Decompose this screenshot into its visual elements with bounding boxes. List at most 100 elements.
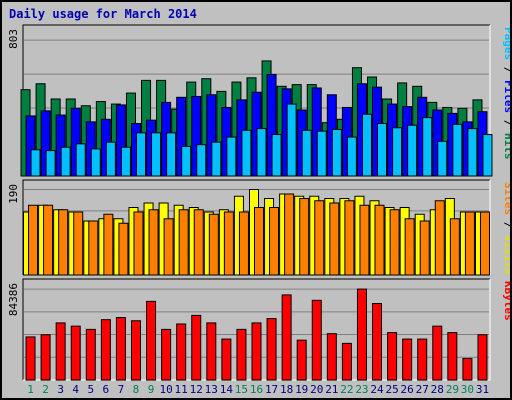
x-tick-day-11: 11 <box>175 383 188 396</box>
bar-sites-2 <box>43 204 54 276</box>
bar-pages-27 <box>422 117 433 177</box>
y-max-label-top: 803 <box>7 29 20 49</box>
x-tick-day-3: 3 <box>57 383 64 396</box>
bar-kbytes-14 <box>221 338 232 381</box>
legend-separator: / <box>502 60 510 80</box>
bar-sites-18 <box>284 193 295 276</box>
x-tick-day-9: 9 <box>148 383 155 396</box>
bar-pages-7 <box>120 146 131 177</box>
bar-sites-8 <box>133 211 144 276</box>
bar-kbytes-31 <box>477 334 488 381</box>
bar-kbytes-21 <box>326 333 337 381</box>
x-tick-day-29: 29 <box>446 383 459 396</box>
x-tick-day-5: 5 <box>87 383 94 396</box>
bar-sites-13 <box>208 213 219 276</box>
x-tick-day-4: 4 <box>72 383 79 396</box>
bar-kbytes-30 <box>462 357 473 381</box>
bar-kbytes-27 <box>417 338 428 381</box>
bar-pages-19 <box>301 129 312 177</box>
bar-sites-29 <box>449 218 460 276</box>
bar-kbytes-8 <box>130 320 141 381</box>
bar-pages-22 <box>346 136 357 177</box>
bar-kbytes-7 <box>115 317 126 381</box>
x-tick-day-23: 23 <box>355 383 368 396</box>
x-tick-day-18: 18 <box>280 383 293 396</box>
bar-sites-1 <box>28 204 39 276</box>
bar-kbytes-1 <box>25 336 36 381</box>
x-tick-day-24: 24 <box>370 383 384 396</box>
bar-pages-15 <box>241 129 252 177</box>
x-tick-day-30: 30 <box>461 383 474 396</box>
bar-kbytes-2 <box>40 334 51 381</box>
bar-sites-19 <box>299 198 310 276</box>
x-tick-day-7: 7 <box>118 383 125 396</box>
bar-sites-20 <box>314 200 325 276</box>
x-tick-day-1: 1 <box>27 383 34 396</box>
bar-pages-17 <box>271 134 282 177</box>
panel-bottom: 84386 KBytes <box>7 278 510 381</box>
bar-sites-3 <box>58 209 69 276</box>
legend-pages: Pages <box>502 27 510 60</box>
bar-sites-6 <box>103 213 114 276</box>
legend-separator: / <box>502 113 510 133</box>
bar-sites-27 <box>419 220 430 276</box>
bar-kbytes-16 <box>251 322 262 381</box>
bar-pages-9 <box>151 132 162 177</box>
bar-kbytes-5 <box>85 328 96 381</box>
bar-kbytes-4 <box>70 325 81 381</box>
bar-pages-4 <box>75 143 86 177</box>
bar-pages-13 <box>211 141 222 177</box>
bar-kbytes-29 <box>447 332 458 381</box>
x-tick-day-13: 13 <box>205 383 218 396</box>
panel-top: 803 Pages / Files / Hits <box>7 24 510 177</box>
bar-kbytes-18 <box>281 294 292 381</box>
plot-border-bottom <box>22 278 490 380</box>
x-tick-day-8: 8 <box>133 383 140 396</box>
bar-kbytes-12 <box>191 314 202 381</box>
bar-pages-21 <box>331 128 342 177</box>
x-tick-day-21: 21 <box>325 383 338 396</box>
x-tick-day-15: 15 <box>235 383 248 396</box>
bar-kbytes-9 <box>146 300 157 381</box>
bar-pages-24 <box>377 123 388 177</box>
bar-pages-16 <box>256 128 267 177</box>
bar-sites-26 <box>404 218 415 276</box>
bar-kbytes-23 <box>356 288 367 381</box>
bar-pages-2 <box>45 150 56 177</box>
bar-kbytes-28 <box>432 325 443 381</box>
legend-top: Pages / Files / Hits <box>502 27 510 160</box>
bar-sites-25 <box>389 209 400 276</box>
bar-kbytes-3 <box>55 322 66 381</box>
legend-files: Files <box>502 80 510 113</box>
bar-kbytes-15 <box>236 328 247 381</box>
bar-pages-12 <box>196 144 207 177</box>
bar-sites-30 <box>464 211 475 276</box>
x-tick-day-20: 20 <box>310 383 323 396</box>
panel-middle: 190 Sites / Visits <box>7 179 510 276</box>
bar-sites-7 <box>118 222 129 276</box>
x-tick-day-25: 25 <box>385 383 398 396</box>
bar-kbytes-13 <box>206 322 217 381</box>
x-tick-day-28: 28 <box>431 383 444 396</box>
bar-pages-20 <box>316 130 327 177</box>
bar-sites-16 <box>254 207 264 276</box>
bar-kbytes-10 <box>161 328 172 381</box>
legend-separator: / <box>502 215 510 235</box>
bar-pages-5 <box>90 148 101 177</box>
bar-pages-1 <box>30 149 41 177</box>
bar-pages-28 <box>437 140 448 177</box>
bar-kbytes-20 <box>311 299 322 381</box>
bar-sites-9 <box>148 209 159 276</box>
bar-kbytes-25 <box>387 332 398 381</box>
bar-sites-4 <box>73 211 84 276</box>
bar-pages-11 <box>181 145 192 177</box>
bar-sites-12 <box>193 209 204 276</box>
bar-kbytes-6 <box>100 319 111 381</box>
x-tick-day-27: 27 <box>416 383 429 396</box>
bar-pages-18 <box>286 103 297 177</box>
x-tick-day-17: 17 <box>265 383 278 396</box>
bar-sites-17 <box>269 207 280 276</box>
bar-pages-3 <box>60 146 71 177</box>
bar-sites-10 <box>163 218 174 276</box>
